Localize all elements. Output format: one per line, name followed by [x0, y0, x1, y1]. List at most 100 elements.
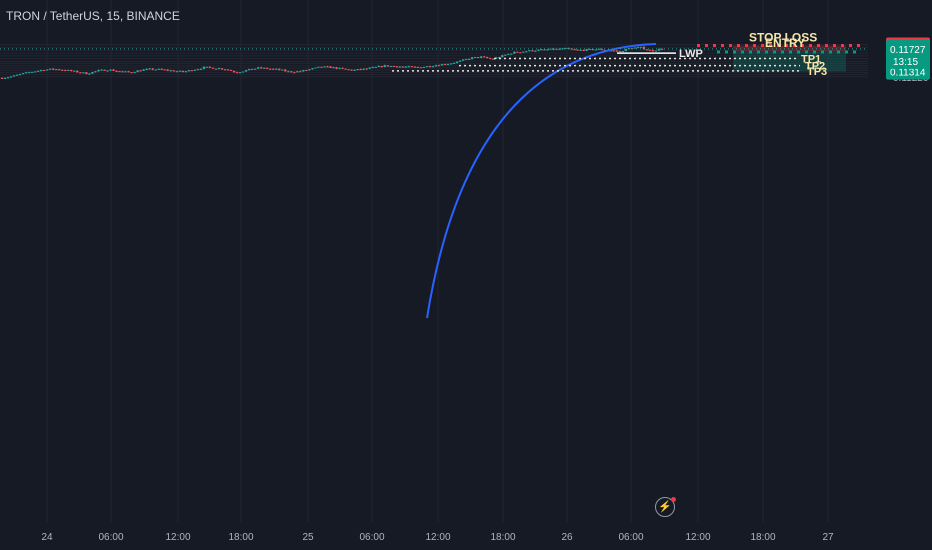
candle-body: [407, 66, 411, 68]
candle-body: [425, 66, 429, 68]
candle-body: [24, 72, 28, 74]
chart-title: TRON / TetherUS, 15, BINANCE: [6, 9, 180, 23]
candle-body: [440, 64, 444, 66]
candle-body: [256, 67, 260, 69]
candle-body: [470, 57, 474, 60]
candle-body: [389, 65, 392, 67]
candle-body: [371, 67, 374, 69]
candle-body: [290, 71, 293, 73]
lightning-icon[interactable]: ⚡: [655, 497, 676, 517]
candle-body: [636, 47, 640, 49]
candle-body: [311, 68, 314, 70]
candle-body: [109, 69, 112, 71]
candle-body: [579, 49, 582, 51]
candle-body: [100, 69, 103, 71]
candle-body: [615, 50, 618, 52]
candle-body: [18, 74, 22, 76]
candle-body: [115, 70, 118, 72]
candle-body: [395, 66, 398, 68]
candle-body: [573, 49, 576, 51]
candle-body: [461, 59, 465, 61]
candle-body: [196, 69, 200, 71]
candle-body: [9, 76, 13, 78]
candle-body: [205, 66, 209, 68]
candle-body: [127, 71, 130, 73]
candle-body: [552, 48, 555, 50]
candle-body: [507, 53, 510, 55]
candle-body: [585, 49, 588, 51]
candle-body: [492, 58, 495, 60]
candle-body: [278, 68, 281, 70]
candle-body: [85, 72, 88, 75]
candle-body: [320, 66, 323, 68]
candle-body: [642, 46, 646, 50]
candle-body: [190, 70, 194, 72]
candle-body: [250, 68, 254, 70]
tp2-label: TP2: [805, 61, 825, 73]
candle-body: [253, 68, 257, 70]
candle-body: [513, 51, 516, 54]
candle-body: [446, 64, 450, 66]
candle-body: [326, 66, 329, 68]
candle-body: [332, 67, 335, 69]
candle-body: [383, 65, 386, 68]
candle-body: [428, 66, 432, 68]
candle-body: [299, 71, 302, 73]
candle-body: [58, 69, 61, 71]
candle-body: [314, 67, 317, 69]
candle-body: [630, 48, 634, 50]
candle-body: [353, 69, 356, 71]
x-tick-label: 18:00: [490, 532, 515, 543]
candle-body: [639, 46, 643, 48]
candle-body: [452, 62, 456, 64]
candle-body: [208, 66, 212, 68]
x-tick-label: 12:00: [165, 532, 190, 543]
candle-body: [368, 67, 371, 69]
candle-body: [136, 70, 139, 73]
candle-body: [151, 68, 154, 70]
candle-body: [495, 57, 498, 59]
candle-body: [404, 66, 408, 68]
candle-body: [287, 71, 290, 73]
candle-body: [356, 69, 359, 71]
candle-body: [172, 70, 175, 72]
candle-body: [124, 71, 127, 73]
candle-body: [464, 59, 468, 61]
candle-body: [217, 68, 221, 70]
candle-body: [284, 69, 287, 72]
candle-body: [621, 51, 625, 53]
candle-body: [498, 57, 501, 59]
candle-body: [6, 77, 10, 79]
candle-body: [0, 77, 4, 79]
candle-body: [549, 48, 552, 50]
candle-body: [163, 69, 166, 71]
candle-body: [561, 48, 564, 50]
candle-body: [660, 48, 664, 50]
last-price-tag: [886, 39, 930, 69]
candle-body: [211, 67, 215, 69]
notification-dot: [671, 497, 676, 502]
candle-body: [437, 65, 441, 67]
candle-body: [46, 69, 49, 71]
candle-body: [516, 51, 519, 53]
candle-body: [546, 49, 549, 51]
x-tick-label: 18:00: [750, 532, 775, 543]
candle-body: [609, 50, 612, 52]
candle-body: [537, 49, 540, 51]
candle-body: [458, 60, 462, 62]
candle-body: [61, 69, 64, 71]
candle-body: [543, 49, 546, 51]
candle-body: [223, 69, 227, 71]
candle-body: [52, 68, 55, 70]
stop-loss-zone: [733, 45, 846, 52]
tp1-label: TP1: [801, 54, 821, 66]
candle-body: [362, 68, 365, 70]
candle-body: [247, 68, 251, 71]
candle-body: [296, 71, 299, 73]
candle-body: [275, 68, 278, 70]
candle-body: [21, 73, 25, 75]
candle-body: [79, 72, 82, 74]
candle-body: [413, 66, 417, 68]
candle-body: [350, 69, 353, 71]
